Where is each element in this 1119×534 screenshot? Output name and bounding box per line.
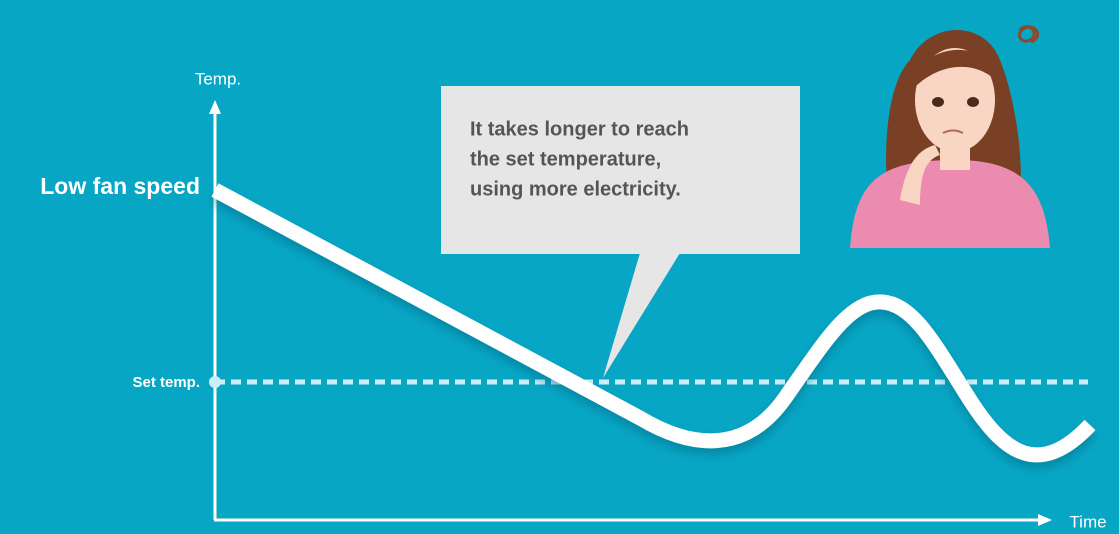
callout (441, 86, 800, 378)
temperature-curve (211, 183, 1096, 463)
callout-line: It takes longer to reach (470, 118, 689, 140)
set-temp-dot (209, 376, 221, 388)
callout-line: the set temperature, (470, 148, 661, 170)
callout-line: using more electricity. (470, 178, 681, 200)
curve-label: Low fan speed (40, 173, 200, 199)
woman-illustration (850, 25, 1050, 248)
x-axis-label: Time (1069, 512, 1106, 531)
axes (209, 100, 1052, 526)
set-temp-label: Set temp. (132, 374, 200, 391)
y-axis-label: Temp. (195, 69, 241, 88)
